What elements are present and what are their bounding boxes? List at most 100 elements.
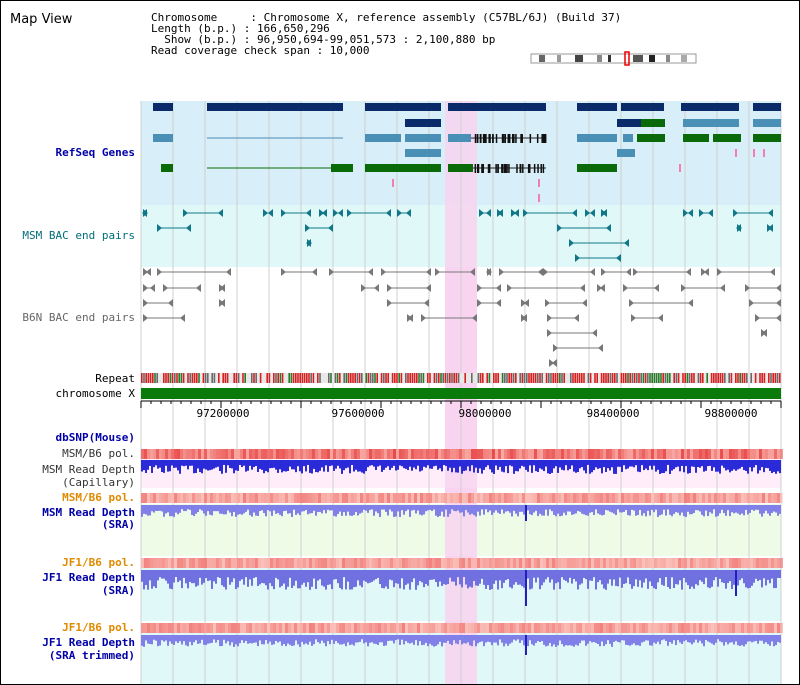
polymorphism-cell [576,449,579,459]
depth-bar [591,635,593,643]
depth-bar [567,635,569,646]
polymorphism-cell [768,449,771,459]
polymorphism-cell [546,449,549,459]
polymorphism-cell [297,558,300,568]
polymorphism-cell [366,449,369,459]
polymorphism-cell [618,623,621,633]
repeat-element [411,373,414,383]
depth-bar [177,570,179,583]
ideogram-position-marker [624,51,630,66]
polymorphism-cell [231,623,234,633]
bac-end-marker [629,299,634,307]
depth-bar [149,505,151,516]
repeat-element [328,373,330,383]
polymorphism-cell [714,493,717,503]
bac-end-marker [498,209,503,217]
depth-bar [645,505,647,517]
depth-bar [611,570,613,586]
gene-block [683,134,709,142]
depth-bar [151,460,153,473]
depth-bar [769,570,771,584]
depth-bar [553,505,555,515]
depth-bar [375,635,377,644]
polymorphism-cell [180,449,183,459]
depth-bar [251,505,253,517]
bac-end-marker [479,209,484,217]
polymorphism-cell [657,493,660,503]
polymorphism-cell [660,558,663,568]
depth-bar [779,460,781,474]
depth-bar [353,460,355,472]
polymorphism-cell [579,558,582,568]
repeat-element [728,373,730,383]
polymorphism-cell [264,558,267,568]
depth-bar [231,570,233,583]
repeat-element [609,373,612,383]
depth-bar [637,460,639,472]
polymorphism-cell [744,623,747,633]
polymorphism-cell [348,623,351,633]
depth-bar [729,505,731,517]
polymorphism-cell [246,449,249,459]
polymorphism-cell [315,623,318,633]
depth-bar [309,505,311,514]
depth-bar [497,570,499,590]
repeat-element [275,373,277,383]
polymorphism-cell [411,449,414,459]
repeat-element [693,373,695,383]
polymorphism-cell [735,449,738,459]
depth-bar [565,460,567,466]
depth-bar [489,635,491,643]
polymorphism-cell [384,558,387,568]
polymorphism-cell [369,449,372,459]
bac-end-marker [686,268,691,276]
depth-bar [303,635,305,645]
polymorphism-cell [396,558,399,568]
polymorphism-cell [396,449,399,459]
polymorphism-cell [189,558,192,568]
polymorphism-cell [729,493,732,503]
depth-bar [705,505,707,511]
depth-bar [637,570,639,587]
depth-bar [661,570,663,585]
repeat-element [350,373,352,383]
depth-bar [309,635,311,642]
ideogram-band [666,55,670,62]
polymorphism-cell [669,449,672,459]
polymorphism-cell [585,558,588,568]
polymorphism-cell [228,493,231,503]
bac-end-marker [306,239,311,247]
depth-bar [183,460,185,467]
depth-bar [657,505,659,517]
polymorphism-cell [378,449,381,459]
polymorphism-cell [420,558,423,568]
depth-bar [479,570,481,584]
repeat-element [297,373,299,383]
polymorphism-cell [162,449,165,459]
depth-bar [191,635,193,646]
depth-bar [527,505,529,511]
depth-bar [433,505,435,510]
exon-tick [528,164,531,173]
depth-bar [399,460,401,466]
depth-bar [271,570,273,587]
bac-end-marker [408,314,413,322]
depth-bar [623,635,625,641]
polymorphism-cell [168,558,171,568]
repeat-element [187,373,189,383]
polymorphism-cell [471,449,474,459]
depth-bar [529,505,531,515]
depth-bar [461,570,463,588]
depth-bar [665,635,667,641]
repeat-element [554,373,557,383]
depth-bar [437,635,439,645]
depth-bar [413,505,415,510]
depth-bar [183,635,185,642]
polymorphism-cell [687,623,690,633]
repeat-element [559,373,561,383]
depth-bar [319,460,321,471]
bac-end-marker [220,284,225,292]
repeat-element [647,373,649,383]
repeat-element [301,373,304,383]
